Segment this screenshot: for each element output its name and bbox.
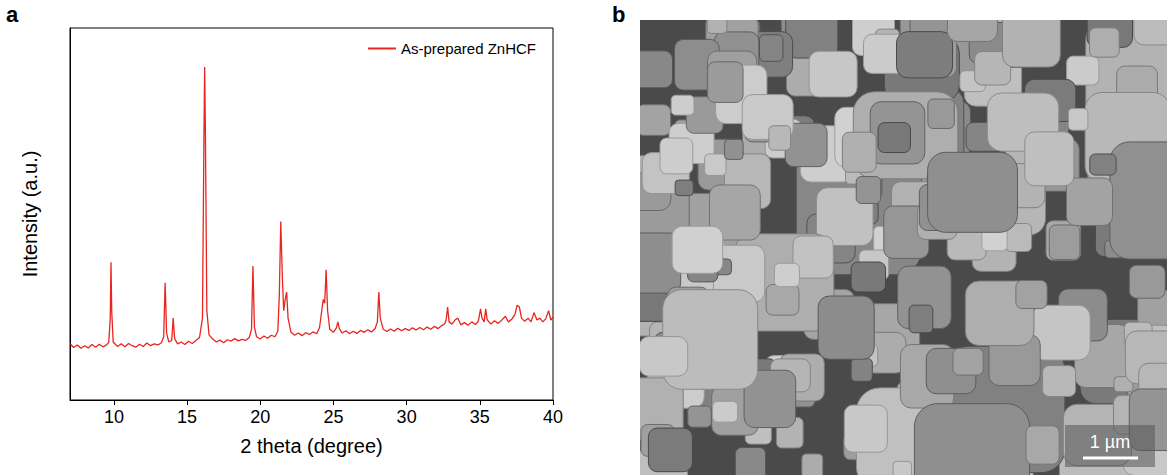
html-text:b: b [612,2,626,27]
svg-text:2 theta (degree): 2 theta (degree) [240,435,382,457]
svg-text:25: 25 [323,407,343,427]
svg-text:As-prepared ZnHCF: As-prepared ZnHCF [401,40,536,57]
svg-text:20: 20 [250,407,270,427]
svg-text:40: 40 [543,407,563,427]
svg-text:Intensity (a.u.): Intensity (a.u.) [19,151,41,278]
html-text:a: a [6,2,19,27]
svg-text:30: 30 [397,407,417,427]
svg-text:15: 15 [177,407,197,427]
svg-text:10: 10 [104,407,124,427]
svg-text:1 µm: 1 µm [1090,432,1130,452]
svg-text:35: 35 [470,407,490,427]
